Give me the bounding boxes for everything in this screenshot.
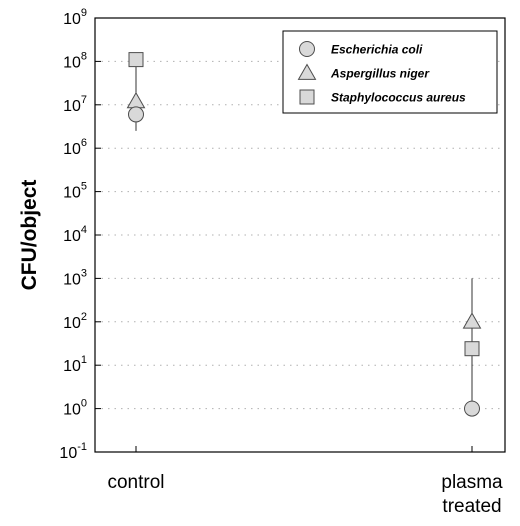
y-tick-label: 105: [63, 181, 87, 202]
data-point-square: [464, 341, 480, 357]
y-tick-label: 100: [63, 398, 87, 419]
data-point-square: [128, 52, 144, 68]
legend-marker-triangle: [297, 63, 317, 80]
legend-box: [282, 30, 498, 114]
y-tick-label: 101: [63, 354, 87, 375]
y-tick-label: 104: [63, 224, 87, 245]
y-axis-ticks: 10-1 100 101 102 103 104 105 106 107 108 109: [59, 7, 101, 462]
y-tick-label: 109: [63, 7, 87, 28]
y-tick-label: 103: [63, 267, 87, 288]
data-point-triangle: [126, 91, 146, 109]
data-markers: [126, 52, 482, 417]
data-point-triangle: [462, 312, 482, 329]
legend-marker-square: [299, 89, 315, 105]
legend-marker-circle: [299, 41, 315, 57]
y-axis-label: CFU/object: [18, 180, 41, 291]
y-tick-label: 10-1: [59, 441, 87, 462]
legend-entry-label: Aspergillus niger: [330, 67, 430, 81]
y-tick-label: 108: [63, 50, 87, 71]
x-category-label: treated: [442, 496, 501, 517]
y-tick-label: 106: [63, 137, 87, 158]
legend-entry-label: Staphylococcus aureus: [331, 91, 466, 105]
data-point-circle: [128, 106, 144, 123]
data-point-circle: [464, 400, 480, 417]
legend: Escherichia coli Aspergillus niger Staphyl…: [282, 30, 498, 114]
x-category-label: control: [107, 472, 164, 493]
y-tick-label: 107: [63, 94, 87, 115]
x-category-label: plasma: [441, 472, 503, 493]
x-axis-categories: control plasma treated: [107, 446, 503, 517]
legend-entry-label: Escherichia coli: [331, 43, 423, 57]
y-tick-label: 102: [63, 311, 87, 332]
